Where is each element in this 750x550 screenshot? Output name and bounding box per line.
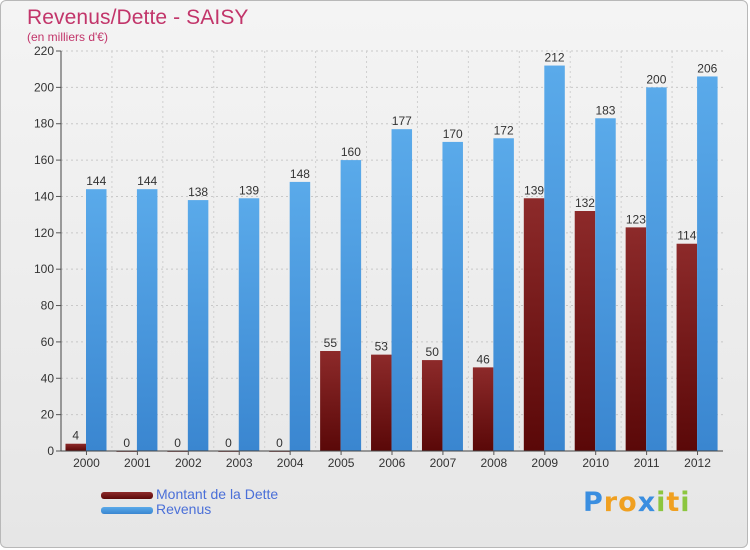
data-label-debt: 46 [476, 352, 490, 366]
bar-debt [421, 360, 443, 451]
x-tick-label: 2000 [73, 456, 100, 470]
bar-revenue [442, 141, 463, 451]
y-tick-label: 20 [41, 408, 55, 422]
x-tick-label: 2010 [582, 456, 609, 470]
y-tick-label: 200 [34, 80, 54, 94]
bar-revenue [238, 198, 260, 451]
bar-revenue [544, 65, 565, 451]
data-label-debt: 55 [324, 336, 338, 350]
legend-label-debt: Montant de la Dette [156, 486, 279, 502]
bar-debt [523, 198, 545, 451]
data-label-revenue: 200 [646, 72, 666, 86]
x-tick-label: 2012 [684, 456, 711, 470]
x-tick-label: 2004 [277, 456, 304, 470]
y-tick-label: 100 [34, 262, 54, 276]
x-tick-label: 2005 [328, 456, 355, 470]
legend-swatch-revenue [101, 507, 153, 514]
data-label-debt: 139 [524, 183, 544, 197]
x-tick-label: 2001 [124, 456, 151, 470]
x-tick-label: 2003 [226, 456, 253, 470]
data-label-debt: 53 [375, 340, 389, 354]
legend-label-revenue: Revenus [156, 501, 212, 517]
y-tick-label: 140 [34, 189, 54, 203]
data-label-debt: 4 [72, 429, 79, 443]
logo-letter: i [680, 487, 691, 518]
bar-debt [472, 367, 494, 451]
y-tick-label: 80 [41, 299, 55, 313]
bar-debt [65, 443, 86, 451]
data-label-debt: 123 [626, 212, 646, 226]
bar-debt [320, 351, 341, 451]
data-label-debt: 114 [677, 229, 696, 243]
y-tick-label: 120 [34, 226, 54, 240]
bar-revenue [391, 129, 413, 451]
data-label-debt: 0 [123, 436, 130, 450]
bar-debt [574, 211, 596, 451]
data-label-revenue: 160 [341, 145, 361, 159]
data-label-debt: 0 [225, 436, 232, 450]
bar-revenue [340, 160, 362, 451]
bar-revenue [136, 189, 158, 451]
data-label-debt: 50 [426, 345, 440, 359]
logo-letter: P [583, 487, 604, 518]
x-tick-label: 2009 [531, 456, 558, 470]
data-label-revenue: 177 [392, 114, 412, 128]
x-tick-label: 2002 [175, 456, 202, 470]
x-tick-label: 2007 [430, 456, 457, 470]
bar-revenue [595, 118, 616, 451]
data-label-revenue: 138 [188, 185, 208, 199]
data-label-revenue: 144 [86, 174, 106, 188]
logo-letter: x [637, 487, 657, 518]
bar-revenue [493, 138, 514, 452]
logo-letter: t [666, 487, 681, 518]
x-tick-label: 2008 [480, 456, 507, 470]
logo-letter: i [656, 487, 667, 518]
y-tick-label: 180 [34, 117, 54, 131]
data-label-revenue: 172 [494, 123, 514, 137]
x-tick-label: 2011 [634, 456, 660, 470]
bar-revenue [646, 87, 667, 451]
data-label-revenue: 212 [545, 51, 565, 65]
data-label-revenue: 206 [697, 61, 717, 75]
bar-debt [676, 243, 698, 451]
bar-revenue [697, 76, 718, 452]
data-label-revenue: 148 [290, 167, 310, 181]
y-tick-label: 40 [41, 371, 55, 385]
bar-revenue [86, 189, 107, 451]
data-label-debt: 0 [174, 436, 181, 450]
y-tick-label: 160 [34, 153, 54, 167]
data-label-revenue: 170 [443, 127, 463, 141]
legend-swatch-debt [101, 492, 153, 499]
bar-revenue [187, 200, 209, 451]
data-label-debt: 0 [276, 436, 283, 450]
logo-letter: r [603, 487, 619, 518]
data-label-revenue: 144 [137, 174, 157, 188]
x-tick-label: 2006 [379, 456, 406, 470]
bar-debt [371, 354, 392, 451]
y-tick-label: 0 [47, 444, 54, 458]
y-tick-label: 220 [34, 44, 54, 58]
proxiti-logo: Proxiti [583, 487, 691, 518]
chart-title: Revenus/Dette - SAISY [27, 6, 249, 29]
data-label-revenue: 183 [595, 103, 615, 117]
bar-debt [625, 227, 647, 451]
bar-revenue [289, 181, 311, 451]
y-tick-label: 60 [41, 335, 55, 349]
logo-letter: o [618, 487, 638, 518]
data-label-debt: 132 [575, 196, 595, 210]
data-label-revenue: 139 [239, 183, 259, 197]
chart-subtitle: (en milliers d'€) [27, 30, 108, 44]
